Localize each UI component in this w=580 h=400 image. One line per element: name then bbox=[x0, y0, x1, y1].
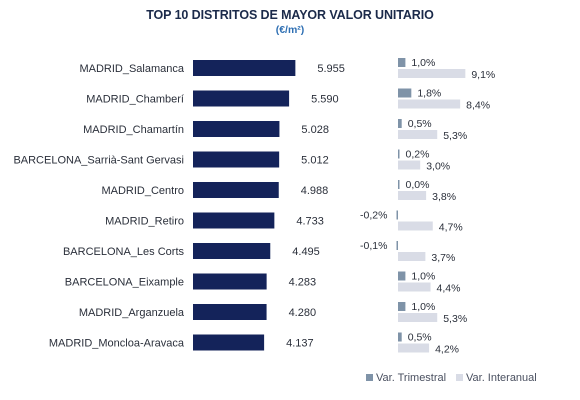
quarterly-variation-label: 0,5% bbox=[408, 118, 432, 130]
annual-variation-label: 3,7% bbox=[431, 252, 455, 264]
category-label: BARCELONA_Les Corts bbox=[63, 246, 185, 258]
chart-title: TOP 10 DISTRITOS DE MAYOR VALOR UNITARIO bbox=[146, 8, 434, 22]
legend-swatch-trimestral bbox=[366, 374, 373, 381]
annual-variation-label: 5,3% bbox=[443, 313, 467, 325]
category-label: MADRID_Centro bbox=[101, 185, 184, 197]
value-label: 5.955 bbox=[317, 63, 345, 75]
quarterly-variation-label: 0,0% bbox=[406, 179, 430, 191]
value-label: 4.280 bbox=[289, 307, 317, 319]
value-label: 4.733 bbox=[296, 216, 324, 228]
category-label: MADRID_Retiro bbox=[105, 216, 184, 228]
legend-label-interanual: Var. Interanual bbox=[466, 372, 537, 384]
value-label: 4.988 bbox=[301, 185, 329, 197]
quarterly-variation-label: 1,0% bbox=[411, 271, 435, 283]
quarterly-variation-label: 1,0% bbox=[411, 57, 435, 69]
annual-variation-label: 3,0% bbox=[426, 161, 450, 173]
quarterly-variation-bar bbox=[398, 302, 406, 311]
annual-variation-bar bbox=[398, 313, 438, 322]
category-label: MADRID_Chamartín bbox=[83, 124, 184, 136]
value-label: 5.028 bbox=[301, 124, 329, 136]
quarterly-variation-bar bbox=[398, 58, 406, 67]
legend-label-trimestral: Var. Trimestral bbox=[376, 372, 446, 384]
annual-variation-label: 9,1% bbox=[471, 69, 495, 81]
value-label: 5.590 bbox=[311, 94, 339, 106]
category-label: MADRID_Chamberí bbox=[86, 94, 184, 106]
quarterly-variation-label: 1,8% bbox=[417, 88, 441, 100]
quarterly-variation-bar bbox=[398, 332, 402, 342]
value-label: 5.012 bbox=[301, 155, 329, 167]
category-label: BARCELONA_Sarrià-Sant Gervasi bbox=[13, 155, 184, 167]
value-bar bbox=[193, 273, 267, 290]
quarterly-variation-bar bbox=[398, 149, 400, 159]
annual-variation-bar bbox=[398, 282, 431, 292]
value-bar bbox=[193, 60, 296, 76]
value-bar bbox=[193, 243, 271, 259]
quarterly-variation-bar bbox=[398, 271, 406, 281]
annual-variation-bar bbox=[398, 221, 433, 231]
annual-variation-label: 8,4% bbox=[466, 100, 490, 112]
quarterly-variation-bar bbox=[398, 180, 400, 189]
quarterly-variation-bar bbox=[398, 119, 402, 128]
annual-variation-bar bbox=[398, 252, 426, 261]
annual-variation-bar bbox=[398, 343, 430, 353]
annual-variation-bar bbox=[398, 99, 461, 109]
value-bar bbox=[193, 182, 279, 198]
value-label: 4.137 bbox=[286, 338, 314, 350]
annual-variation-bar bbox=[398, 191, 427, 200]
quarterly-variation-bar bbox=[398, 88, 412, 98]
annual-variation-bar bbox=[398, 160, 421, 170]
quarterly-variation-label: -0,2% bbox=[360, 210, 387, 222]
quarterly-variation-label: 1,0% bbox=[411, 301, 435, 313]
category-label: MADRID_Moncloa-Aravaca bbox=[49, 338, 185, 350]
annual-variation-label: 4,7% bbox=[439, 222, 463, 234]
value-bar bbox=[193, 304, 267, 320]
value-label: 4.283 bbox=[289, 277, 317, 289]
annual-variation-label: 5,3% bbox=[443, 130, 467, 142]
quarterly-variation-label: 0,5% bbox=[408, 332, 432, 344]
value-bar bbox=[193, 121, 280, 137]
annual-variation-label: 4,4% bbox=[437, 283, 461, 295]
category-label: MADRID_Arganzuela bbox=[79, 307, 185, 319]
value-bar bbox=[193, 212, 275, 229]
annual-variation-bar bbox=[398, 69, 466, 78]
chart-subtitle: (€/m²) bbox=[275, 24, 305, 36]
quarterly-variation-bar bbox=[396, 210, 398, 220]
legend-swatch-interanual bbox=[456, 374, 463, 381]
value-bar bbox=[193, 151, 280, 168]
annual-variation-label: 4,2% bbox=[435, 344, 459, 356]
quarterly-variation-label: 0,2% bbox=[406, 149, 430, 161]
value-bar bbox=[193, 90, 290, 107]
category-label: BARCELONA_Eixample bbox=[65, 277, 184, 289]
quarterly-variation-label: -0,1% bbox=[360, 240, 387, 252]
quarterly-variation-bar bbox=[396, 241, 398, 250]
annual-variation-label: 3,8% bbox=[432, 191, 456, 203]
category-label: MADRID_Salamanca bbox=[79, 63, 184, 75]
annual-variation-bar bbox=[398, 130, 438, 139]
value-label: 4.495 bbox=[292, 246, 320, 258]
value-bar bbox=[193, 334, 265, 351]
